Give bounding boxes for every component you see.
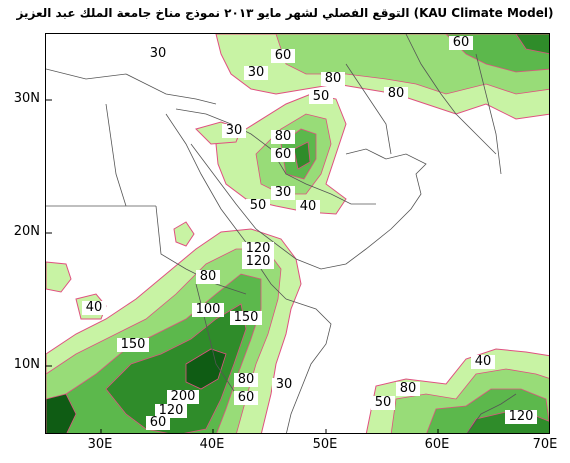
contour-label-13: 40 <box>296 199 320 214</box>
contour-label-3: 60 <box>271 48 295 63</box>
svg-text:60: 60 <box>453 35 470 50</box>
svg-text:40: 40 <box>86 300 103 315</box>
svg-text:120: 120 <box>246 254 271 269</box>
contour-label-11: 30 <box>271 185 295 200</box>
coastlines <box>46 34 517 433</box>
svg-text:50: 50 <box>375 395 392 410</box>
map-title: التوقع الفصلي لشهر مايو ٢٠١٣ نموذج مناخ … <box>16 6 554 20</box>
contour-label-2: 30 <box>244 65 268 80</box>
contour-label-20: 150 <box>117 337 149 352</box>
svg-text:120: 120 <box>159 403 184 418</box>
contour-label-8: 30 <box>222 123 246 138</box>
contour-label-21: 80 <box>234 372 258 387</box>
svg-text:30: 30 <box>276 377 293 392</box>
svg-text:30: 30 <box>248 65 265 80</box>
contour-label-22: 60 <box>234 390 258 405</box>
y-axis-label-30n: 30N <box>13 91 40 106</box>
axis-ticks <box>46 99 439 433</box>
svg-text:80: 80 <box>400 381 417 396</box>
svg-text:30: 30 <box>150 46 167 61</box>
contour-label-26: 60 <box>146 415 170 430</box>
x-axis-label-50e: 50E <box>312 437 338 452</box>
precip-fill-regions <box>46 34 549 433</box>
contour-label-1: 30 <box>146 46 170 61</box>
svg-text:40: 40 <box>300 199 317 214</box>
svg-text:30: 30 <box>226 123 243 138</box>
x-axis-label-30e: 30E <box>87 437 113 452</box>
svg-text:60: 60 <box>150 415 167 430</box>
svg-text:80: 80 <box>275 129 292 144</box>
contour-label-28: 80 <box>396 381 420 396</box>
contour-label-14: 120 <box>242 241 274 256</box>
svg-text:120: 120 <box>246 241 271 256</box>
contour-label-23: 30 <box>272 377 296 392</box>
x-axis-label-70e: 70E <box>532 437 558 452</box>
svg-text:60: 60 <box>275 147 292 162</box>
contour-label-29: 50 <box>371 395 395 410</box>
contour-label-30: 120 <box>505 409 537 424</box>
svg-text:80: 80 <box>325 71 342 86</box>
contour-label-18: 100 <box>192 302 224 317</box>
contour-label-17: 40 <box>82 300 106 315</box>
contour-label-9: 80 <box>271 129 295 144</box>
contour-label-6: 80 <box>384 86 408 101</box>
svg-text:50: 50 <box>250 198 267 213</box>
svg-text:80: 80 <box>200 269 217 284</box>
svg-text:80: 80 <box>388 86 405 101</box>
y-axis-label-10n: 10N <box>13 357 40 372</box>
precipitation-map: 30 30 60 80 50 80 <box>46 34 549 433</box>
contour-label-24: 200 <box>167 389 199 404</box>
contour-label-5: 50 <box>309 89 333 104</box>
svg-text:120: 120 <box>509 409 534 424</box>
svg-text:150: 150 <box>234 310 259 325</box>
contour-label-4: 80 <box>321 71 345 86</box>
contour-label-16: 80 <box>196 269 220 284</box>
contour-label-19: 150 <box>230 310 262 325</box>
svg-text:40: 40 <box>475 354 492 369</box>
svg-text:200: 200 <box>171 389 196 404</box>
svg-text:30: 30 <box>275 185 292 200</box>
svg-text:60: 60 <box>238 390 255 405</box>
svg-text:50: 50 <box>313 89 330 104</box>
contour-label-12: 50 <box>246 198 270 213</box>
contour-label-10: 60 <box>271 147 295 162</box>
svg-text:80: 80 <box>238 372 255 387</box>
contour-label-7: 60 <box>449 35 473 50</box>
contour-label-25: 120 <box>155 403 187 418</box>
x-axis-label-40e: 40E <box>199 437 225 452</box>
x-axis-label-60e: 60E <box>424 437 450 452</box>
svg-text:150: 150 <box>121 337 146 352</box>
svg-text:60: 60 <box>275 48 292 63</box>
contour-label-15: 120 <box>242 254 274 269</box>
map-panel: 30 30 60 80 50 80 <box>45 33 550 434</box>
y-axis-label-20n: 20N <box>13 224 40 239</box>
contour-label-27: 40 <box>471 354 495 369</box>
svg-text:100: 100 <box>196 302 221 317</box>
contour-labels: 30 30 60 80 50 80 <box>82 35 537 430</box>
